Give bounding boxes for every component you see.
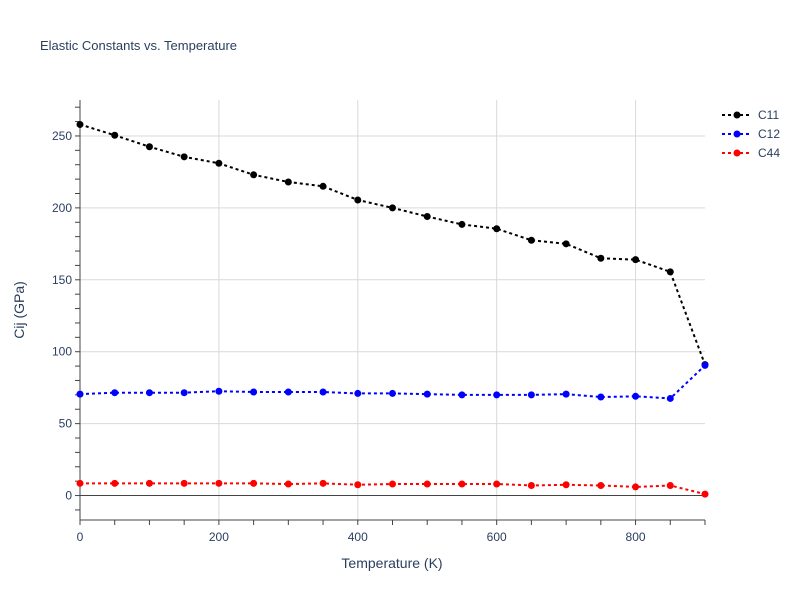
series-c12: [76, 361, 709, 402]
data-point-c44[interactable]: [389, 480, 396, 488]
legend-label: C44: [758, 146, 780, 160]
data-point-c11[interactable]: [389, 204, 396, 212]
data-point-c11[interactable]: [250, 171, 258, 179]
data-point-c44[interactable]: [562, 481, 570, 489]
data-point-c44[interactable]: [180, 479, 188, 487]
legend-label: C11: [758, 108, 779, 122]
data-point-c12[interactable]: [423, 390, 431, 398]
data-point-c44[interactable]: [250, 479, 258, 487]
data-point-c11[interactable]: [562, 240, 570, 248]
y-tick-label: 100: [52, 345, 72, 359]
data-point-c11[interactable]: [354, 196, 362, 204]
series-c44: [76, 479, 709, 498]
data-point-c11[interactable]: [284, 178, 292, 186]
x-axis-title: Temperature (K): [341, 555, 442, 571]
data-point-c44[interactable]: [319, 479, 327, 487]
data-point-c11[interactable]: [76, 120, 84, 128]
data-point-c12[interactable]: [632, 392, 640, 400]
data-point-c44[interactable]: [284, 480, 292, 488]
data-point-c12[interactable]: [215, 387, 223, 395]
y-axis-title: Cij (GPa): [11, 281, 27, 339]
data-point-c44[interactable]: [354, 481, 362, 489]
legend-item-c44[interactable]: C44: [722, 146, 780, 160]
legend-swatch-marker: [733, 149, 741, 157]
data-point-c12[interactable]: [562, 390, 570, 398]
data-point-c12[interactable]: [666, 394, 674, 402]
y-tick-label: 200: [52, 201, 72, 215]
x-tick-label: 400: [348, 530, 368, 544]
data-point-c44[interactable]: [701, 490, 709, 498]
legend-item-c11[interactable]: C11: [722, 108, 779, 122]
data-point-c12[interactable]: [493, 391, 501, 399]
x-tick-label: 800: [626, 530, 646, 544]
data-point-c12[interactable]: [597, 393, 605, 401]
legend-swatch-marker: [733, 130, 741, 138]
series-c11: [76, 120, 709, 369]
data-point-c44[interactable]: [215, 479, 223, 487]
x-tick-label: 0: [77, 530, 84, 544]
data-point-c44[interactable]: [527, 481, 535, 489]
data-point-c44[interactable]: [666, 481, 674, 489]
series-layer: [76, 120, 709, 498]
data-point-c11[interactable]: [423, 213, 431, 221]
data-point-c11[interactable]: [527, 236, 535, 244]
data-point-c12[interactable]: [284, 388, 292, 396]
chart-title: Elastic Constants vs. Temperature: [40, 38, 237, 53]
legend[interactable]: C11 C12 C44: [722, 108, 780, 160]
data-point-c12[interactable]: [458, 391, 466, 399]
data-point-c11[interactable]: [458, 220, 466, 228]
data-point-c11[interactable]: [597, 254, 605, 262]
data-point-c12[interactable]: [180, 389, 188, 397]
data-point-c12[interactable]: [389, 389, 396, 397]
y-tick-label: 50: [59, 417, 73, 431]
data-point-c11[interactable]: [493, 225, 501, 233]
data-point-c11[interactable]: [180, 153, 188, 161]
data-point-c11[interactable]: [666, 268, 674, 276]
data-point-c44[interactable]: [423, 480, 431, 488]
data-point-c11[interactable]: [319, 182, 327, 190]
data-point-c11[interactable]: [632, 256, 640, 264]
y-tick-label: 0: [65, 489, 72, 503]
data-point-c12[interactable]: [145, 389, 153, 397]
x-tick-label: 600: [487, 530, 507, 544]
y-tick-label: 150: [52, 273, 72, 287]
data-point-c11[interactable]: [145, 143, 153, 151]
data-point-c44[interactable]: [493, 480, 501, 488]
data-point-c12[interactable]: [111, 389, 119, 397]
data-point-c44[interactable]: [111, 479, 119, 487]
data-point-c12[interactable]: [701, 361, 709, 369]
data-point-c44[interactable]: [76, 479, 84, 487]
data-point-c44[interactable]: [632, 483, 640, 491]
legend-label: C12: [758, 127, 780, 141]
series-line-c11: [79, 123, 706, 366]
data-point-c44[interactable]: [458, 480, 466, 488]
legend-swatch-marker: [733, 111, 741, 119]
axes-layer: 0 200 400 600 800 0 50 100 150 200 250: [52, 100, 706, 544]
data-point-c12[interactable]: [76, 390, 84, 398]
data-point-c11[interactable]: [111, 131, 119, 139]
data-point-c44[interactable]: [597, 481, 605, 489]
data-point-c44[interactable]: [145, 479, 153, 487]
legend-item-c12[interactable]: C12: [722, 127, 780, 141]
data-point-c12[interactable]: [527, 391, 535, 399]
data-point-c11[interactable]: [215, 159, 223, 167]
y-tick-label: 250: [52, 129, 72, 143]
grid-layer: [80, 100, 705, 520]
data-point-c12[interactable]: [250, 388, 258, 396]
data-point-c12[interactable]: [319, 388, 327, 396]
x-tick-label: 200: [209, 530, 229, 544]
data-point-c12[interactable]: [354, 389, 362, 397]
